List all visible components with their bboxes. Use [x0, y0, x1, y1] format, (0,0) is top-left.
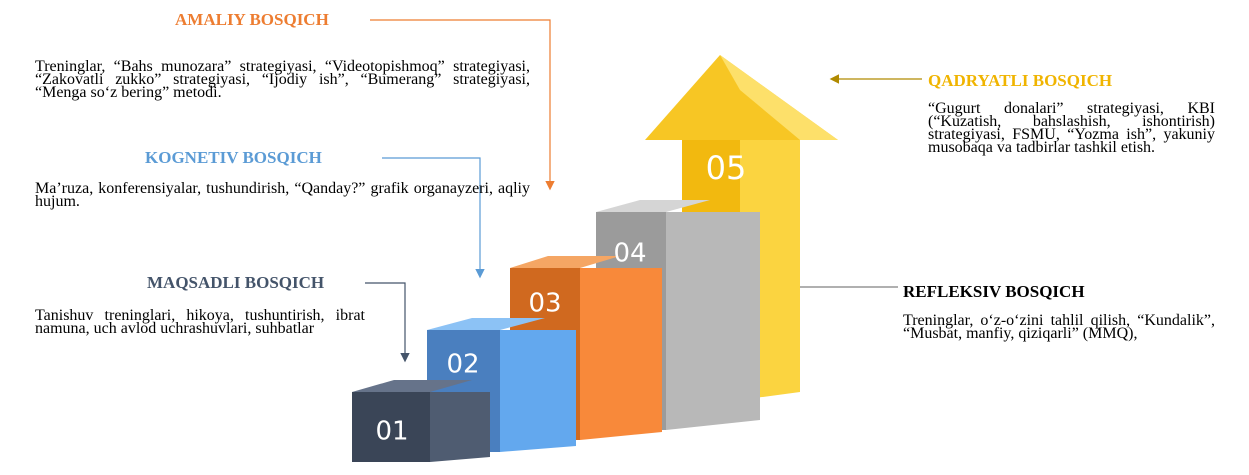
- stage-text: Treninglar, “Bahs munozara” strategiyasi…: [35, 60, 530, 99]
- stage-title: MAQSADLI BOSQICH: [147, 274, 324, 292]
- stage-title: KOGNETIV BOSQICH: [145, 149, 322, 167]
- stage-number: 04: [613, 239, 646, 269]
- box-side: [430, 392, 490, 462]
- stage-number: 03: [528, 289, 561, 319]
- connector: [382, 158, 480, 276]
- box-side: [666, 212, 760, 430]
- stage-text: Treninglar, o‘z-o‘zini tahlil qilish, “K…: [903, 314, 1215, 340]
- stage-text: Ma’ruza, konferensiyalar, tushundirish, …: [35, 182, 530, 208]
- stage-number: 05: [706, 149, 747, 187]
- stage-text: “Gugurt donalari” strategiyasi, KBI (“Ku…: [928, 102, 1215, 154]
- infographic: 01 02 03 04 05 AMALIY BOSQICH Treninglar…: [0, 0, 1249, 475]
- connector: [365, 283, 405, 360]
- stage-title: AMALIY BOSQICH: [175, 11, 329, 29]
- stage-title: REFLEKSIV BOSQICH: [903, 283, 1085, 301]
- box-side: [500, 330, 576, 452]
- stage-number: 02: [446, 350, 479, 380]
- connector: [370, 20, 550, 188]
- stage-text: Tanishuv treninglari, hikoya, tushuntiri…: [35, 309, 365, 335]
- stage-title: QADRYATLI BOSQICH: [928, 72, 1112, 90]
- box-side: [580, 268, 662, 440]
- stage-number: 01: [375, 417, 408, 447]
